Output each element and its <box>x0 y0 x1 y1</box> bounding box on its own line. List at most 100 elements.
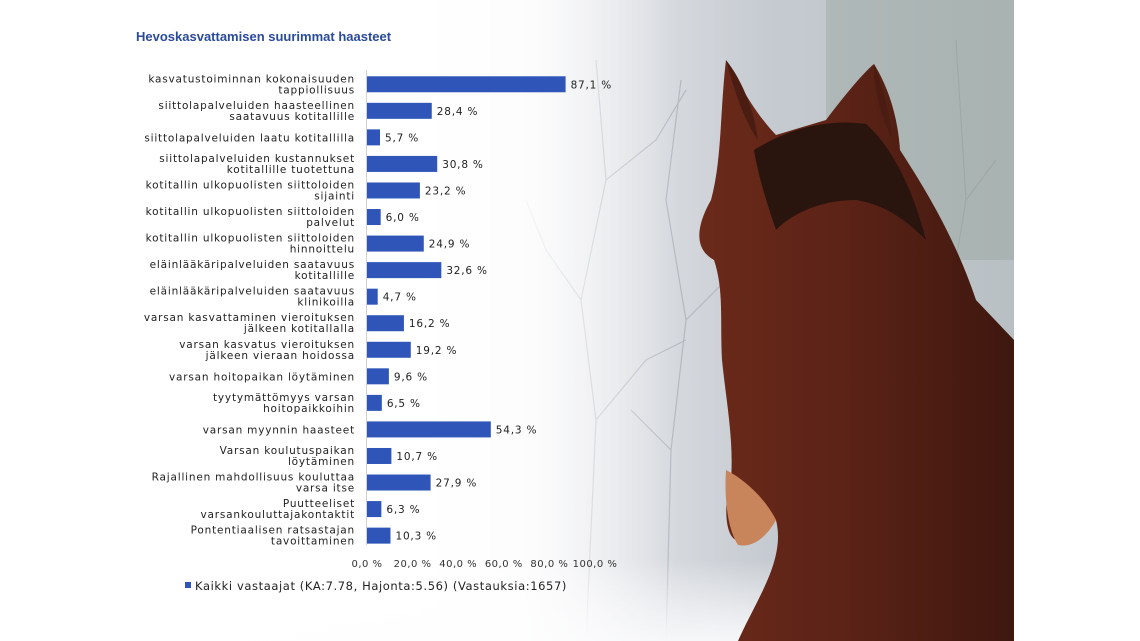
category-label: Varsan koulutuspaikan löytäminen <box>220 445 355 468</box>
category-label: varsan hoitopaikan löytäminen <box>169 371 355 383</box>
bar <box>367 474 431 491</box>
category-label-line: siittolapalveluiden haasteellinen <box>158 100 355 112</box>
category-label-line: jälkeen vieraan hoidossa <box>205 350 355 362</box>
category-label: varsan myynnin haasteet <box>203 424 355 436</box>
category-label-line: sijainti <box>314 190 355 202</box>
bar-row: kasvatustoiminnan kokonaisuuden tappiolli… <box>148 73 611 96</box>
bar-row: eläinlääkäripalveluiden saatavuus kliniko… <box>150 286 417 309</box>
category-label-line: eläinlääkäripalveluiden saatavuus <box>150 286 355 298</box>
category-label: Pontentiaalisen ratsastajan tavoittaminen <box>191 525 355 548</box>
category-label-line: Puutteeliset <box>283 498 355 510</box>
category-label-line: Rajallinen mahdollisuus kouluttaa <box>152 472 355 484</box>
category-label-line: hinnoittelu <box>290 244 355 256</box>
bar <box>367 209 381 226</box>
bar <box>367 155 438 172</box>
bar-row: tyytymättömyys varsan hoitopaikkoihin 6,5 … <box>213 392 420 415</box>
bars: kasvatustoiminnan kokonaisuuden tappiolli… <box>144 73 611 548</box>
category-label-line: löytäminen <box>288 456 355 468</box>
category-label-line: jälkeen kotitallalla <box>243 323 355 335</box>
category-label-line: tavoittaminen <box>271 536 355 548</box>
bar <box>367 341 411 358</box>
value-label: 6,0 % <box>386 212 420 224</box>
x-tick-label: 40,0 % <box>439 559 477 570</box>
category-label: siittolapalveluiden haasteellinen saatavu… <box>158 100 355 123</box>
category-label-line: varsan hoitopaikan löytäminen <box>169 371 355 383</box>
value-label: 5,7 % <box>385 132 419 144</box>
category-label-line: eläinlääkäripalveluiden saatavuus <box>150 259 355 271</box>
bar <box>367 76 566 93</box>
x-tick-label: 0,0 % <box>351 559 382 570</box>
bar-row: varsan kasvattaminen vieroituksen jälkeen… <box>144 312 450 335</box>
bar-row: siittolapalveluiden laatu kotitallilla 5,… <box>144 129 419 146</box>
category-label-line: Pontentiaalisen ratsastajan <box>191 525 355 537</box>
category-label: tyytymättömyys varsan hoitopaikkoihin <box>213 392 355 415</box>
legend-swatch <box>185 582 191 588</box>
bar <box>367 501 382 518</box>
horse-photo <box>126 0 1014 641</box>
value-label: 10,7 % <box>396 451 438 463</box>
category-label-line: kotitallin ulkopuolisten siittoloiden <box>146 233 355 245</box>
category-label-line: Varsan koulutuspaikan <box>220 445 355 457</box>
value-label: 28,4 % <box>437 106 479 118</box>
bar <box>367 315 404 332</box>
bar-row: kotitallin ulkopuolisten siittoloiden sij… <box>146 179 467 202</box>
category-label: varsan kasvattaminen vieroituksen jälkeen… <box>144 312 355 335</box>
category-label-line: varsankouluttajakontaktit <box>201 509 355 521</box>
bar-row: varsan myynnin haasteet 54,3 % <box>203 421 537 438</box>
category-label-line: kotitallin ulkopuolisten siittoloiden <box>146 179 355 191</box>
category-label-line: kotitallille <box>295 270 355 282</box>
bar <box>367 102 432 119</box>
bar <box>367 447 392 464</box>
value-label: 19,2 % <box>416 345 458 357</box>
category-label: eläinlääkäripalveluiden saatavuus kotital… <box>150 259 355 282</box>
bar-row: siittolapalveluiden kustannukset kotitall… <box>159 153 483 176</box>
category-label: Puutteeliset varsankouluttajakontaktit <box>201 498 355 521</box>
bar <box>367 527 391 544</box>
bar-row: kotitallin ulkopuolisten siittoloiden hin… <box>146 233 471 256</box>
category-label-line: saatavuus kotitallille <box>229 111 355 123</box>
value-label: 27,9 % <box>436 478 478 490</box>
bar-row: kotitallin ulkopuolisten siittoloiden pal… <box>146 206 420 229</box>
value-label: 4,7 % <box>383 292 417 304</box>
category-label-line: varsa itse <box>296 483 355 495</box>
category-label-line: kotitallin ulkopuolisten siittoloiden <box>146 206 355 218</box>
slide-background <box>126 0 1014 641</box>
category-label-line: kotitallille tuotettuna <box>227 164 355 176</box>
value-label: 54,3 % <box>496 424 537 436</box>
legend-label: Kaikki vastaajat (KA:7.78, Hajonta:5.56)… <box>195 579 567 593</box>
chart-title: Hevoskasvattamisen suurimmat haasteet <box>136 29 392 44</box>
category-label-line: siittolapalveluiden laatu kotitallilla <box>144 132 355 144</box>
category-label: siittolapalveluiden laatu kotitallilla <box>144 132 355 144</box>
bar <box>367 235 424 252</box>
bar <box>367 182 420 199</box>
category-label: kotitallin ulkopuolisten siittoloiden hin… <box>146 233 355 256</box>
x-axis-ticks: 0,0 % 20,0 % 40,0 % 60,0 % 80,0 % 100,0 % <box>351 559 618 570</box>
bar <box>367 421 491 438</box>
x-tick-label: 80,0 % <box>530 559 568 570</box>
value-label: 23,2 % <box>425 185 467 197</box>
bar-row: Pontentiaalisen ratsastajan tavoittaminen… <box>191 525 437 548</box>
category-label-line: varsan myynnin haasteet <box>203 424 355 436</box>
category-label: varsan kasvatus vieroituksen jälkeen vier… <box>179 339 355 362</box>
x-tick-label: 100,0 % <box>573 559 618 570</box>
bar-row: siittolapalveluiden haasteellinen saatavu… <box>158 100 479 123</box>
bar <box>367 129 380 146</box>
category-label: Rajallinen mahdollisuus kouluttaa varsa i… <box>152 472 355 495</box>
value-label: 24,9 % <box>429 239 471 251</box>
value-label: 6,3 % <box>386 504 420 516</box>
legend: Kaikki vastaajat (KA:7.78, Hajonta:5.56)… <box>185 579 567 593</box>
x-tick-label: 60,0 % <box>485 559 523 570</box>
category-label-line: hoitopaikkoihin <box>263 403 355 415</box>
value-label: 32,6 % <box>446 265 488 277</box>
category-label: kotitallin ulkopuolisten siittoloiden pal… <box>146 206 355 229</box>
category-label-line: kasvatustoiminnan kokonaisuuden <box>148 73 355 85</box>
bar-row: Rajallinen mahdollisuus kouluttaa varsa i… <box>152 472 477 495</box>
x-tick-label: 20,0 % <box>394 559 432 570</box>
category-label-line: varsan kasvattaminen vieroituksen <box>144 312 355 324</box>
category-label: eläinlääkäripalveluiden saatavuus kliniko… <box>150 286 355 309</box>
category-label-line: siittolapalveluiden kustannukset <box>159 153 355 165</box>
bar-row: Puutteeliset varsankouluttajakontaktit 6,3… <box>201 498 420 521</box>
category-label-line: varsan kasvatus vieroituksen <box>179 339 355 351</box>
value-label: 30,8 % <box>442 159 484 171</box>
value-label: 9,6 % <box>394 371 428 383</box>
